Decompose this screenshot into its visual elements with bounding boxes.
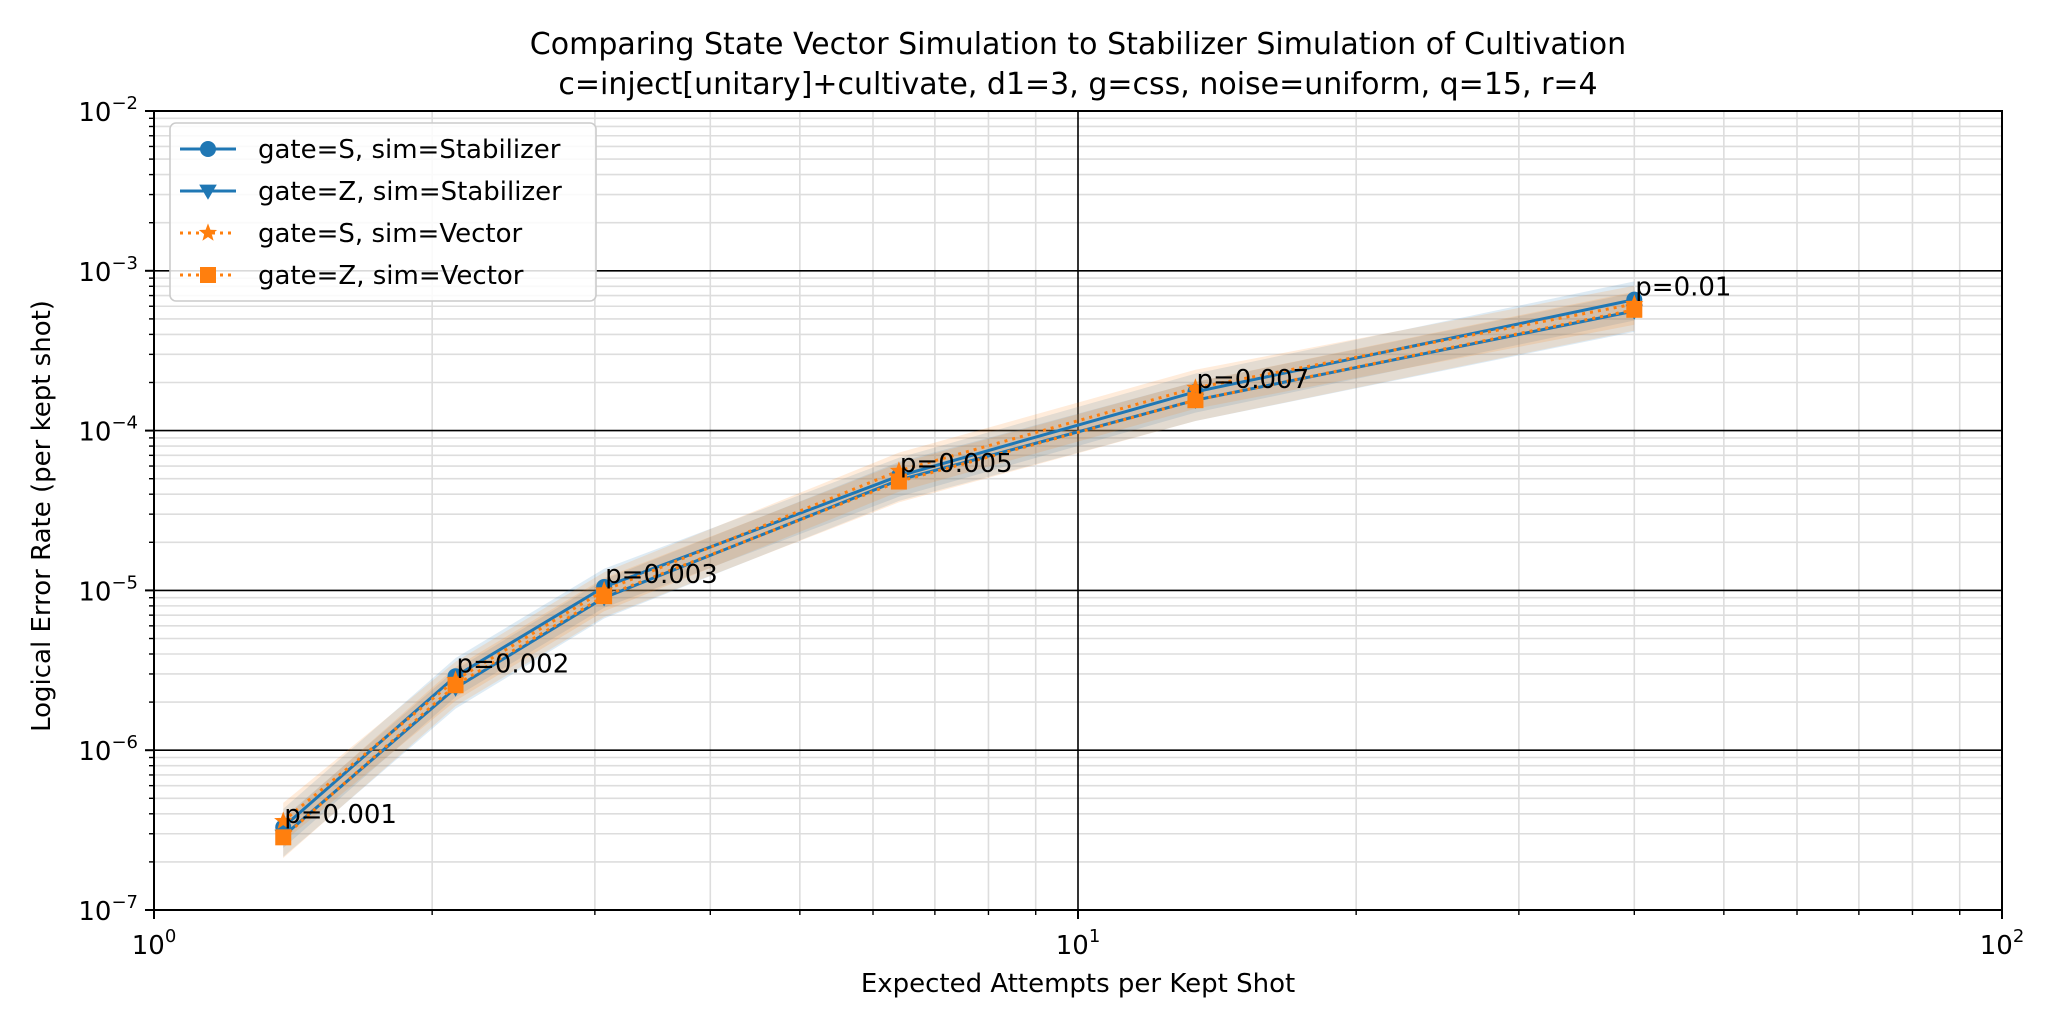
series-line	[282, 302, 1635, 823]
series-group	[274, 291, 1644, 846]
y-tick-label: 10−6	[78, 732, 138, 767]
legend-marker	[200, 141, 216, 157]
point-annotation: p=0.01	[1635, 273, 1731, 303]
series	[275, 301, 1643, 846]
confidence-band	[283, 291, 1635, 859]
ticks: 100 101 102 10−2 10−3 10−4 10−5 10−6 10−7	[78, 93, 2024, 961]
y-tick-label: 10−5	[78, 572, 138, 607]
annotations: p=0.001 p=0.002 p=0.003 p=0.005 p=0.007 p=0.0…	[284, 273, 1731, 831]
y-tick-label: 10−4	[78, 413, 138, 448]
confidence-band	[283, 285, 1635, 842]
data-point	[275, 829, 292, 846]
series	[274, 304, 1644, 845]
point-annotation: p=0.001	[284, 800, 397, 830]
legend-label: gate=Z, sim=Stabilizer	[258, 177, 562, 207]
legend-marker	[200, 267, 216, 283]
point-annotation: p=0.005	[900, 449, 1013, 479]
legend-entry: gate=S, sim=Stabilizer	[180, 135, 561, 165]
data-point	[1187, 392, 1204, 409]
legend-label: gate=Z, sim=Vector	[258, 261, 524, 291]
x-tick-label: 100	[132, 926, 177, 961]
series	[275, 291, 1643, 836]
chart-subtitle: c=inject[unitary]+cultivate, d1=3, g=css…	[558, 67, 1597, 102]
legend-marker	[199, 184, 217, 200]
data-point	[1626, 301, 1643, 318]
data-point	[447, 677, 464, 694]
series	[274, 294, 1644, 829]
legend-entry: gate=Z, sim=Vector	[180, 261, 524, 291]
legend-entry: gate=S, sim=Vector	[180, 219, 522, 249]
y-axis-label: Logical Error Rate (per kept shot)	[27, 300, 57, 732]
y-tick-label: 10−2	[78, 93, 138, 128]
confidence-band	[283, 292, 1635, 857]
data-point	[596, 588, 613, 605]
point-annotation: p=0.007	[1196, 365, 1309, 395]
legend-marker	[198, 223, 218, 241]
series-line	[282, 308, 1635, 839]
point-annotation: p=0.002	[457, 649, 570, 679]
x-axis-label: Expected Attempts per Kept Shot	[861, 969, 1295, 999]
legend: gate=S, sim=Stabilizer gate=Z, sim=Stabil…	[169, 122, 597, 302]
series-line	[282, 298, 1635, 829]
data-point	[889, 461, 908, 479]
x-tick-label: 102	[1980, 926, 2025, 961]
legend-label: gate=S, sim=Vector	[258, 219, 522, 249]
legend-label: gate=S, sim=Stabilizer	[258, 135, 561, 165]
data-point	[1186, 378, 1205, 396]
point-annotation: p=0.003	[605, 560, 718, 590]
data-point	[274, 811, 293, 829]
y-tick-label: 10−3	[78, 253, 138, 288]
uncertainty-bands	[283, 281, 1635, 859]
x-tick-label: 101	[1056, 926, 1101, 961]
y-tick-label: 10−7	[78, 892, 138, 927]
chart-title: Comparing State Vector Simulation to Sta…	[530, 27, 1626, 62]
data-point	[890, 473, 907, 490]
legend-box	[169, 122, 597, 302]
legend-entry: gate=Z, sim=Stabilizer	[180, 177, 562, 207]
